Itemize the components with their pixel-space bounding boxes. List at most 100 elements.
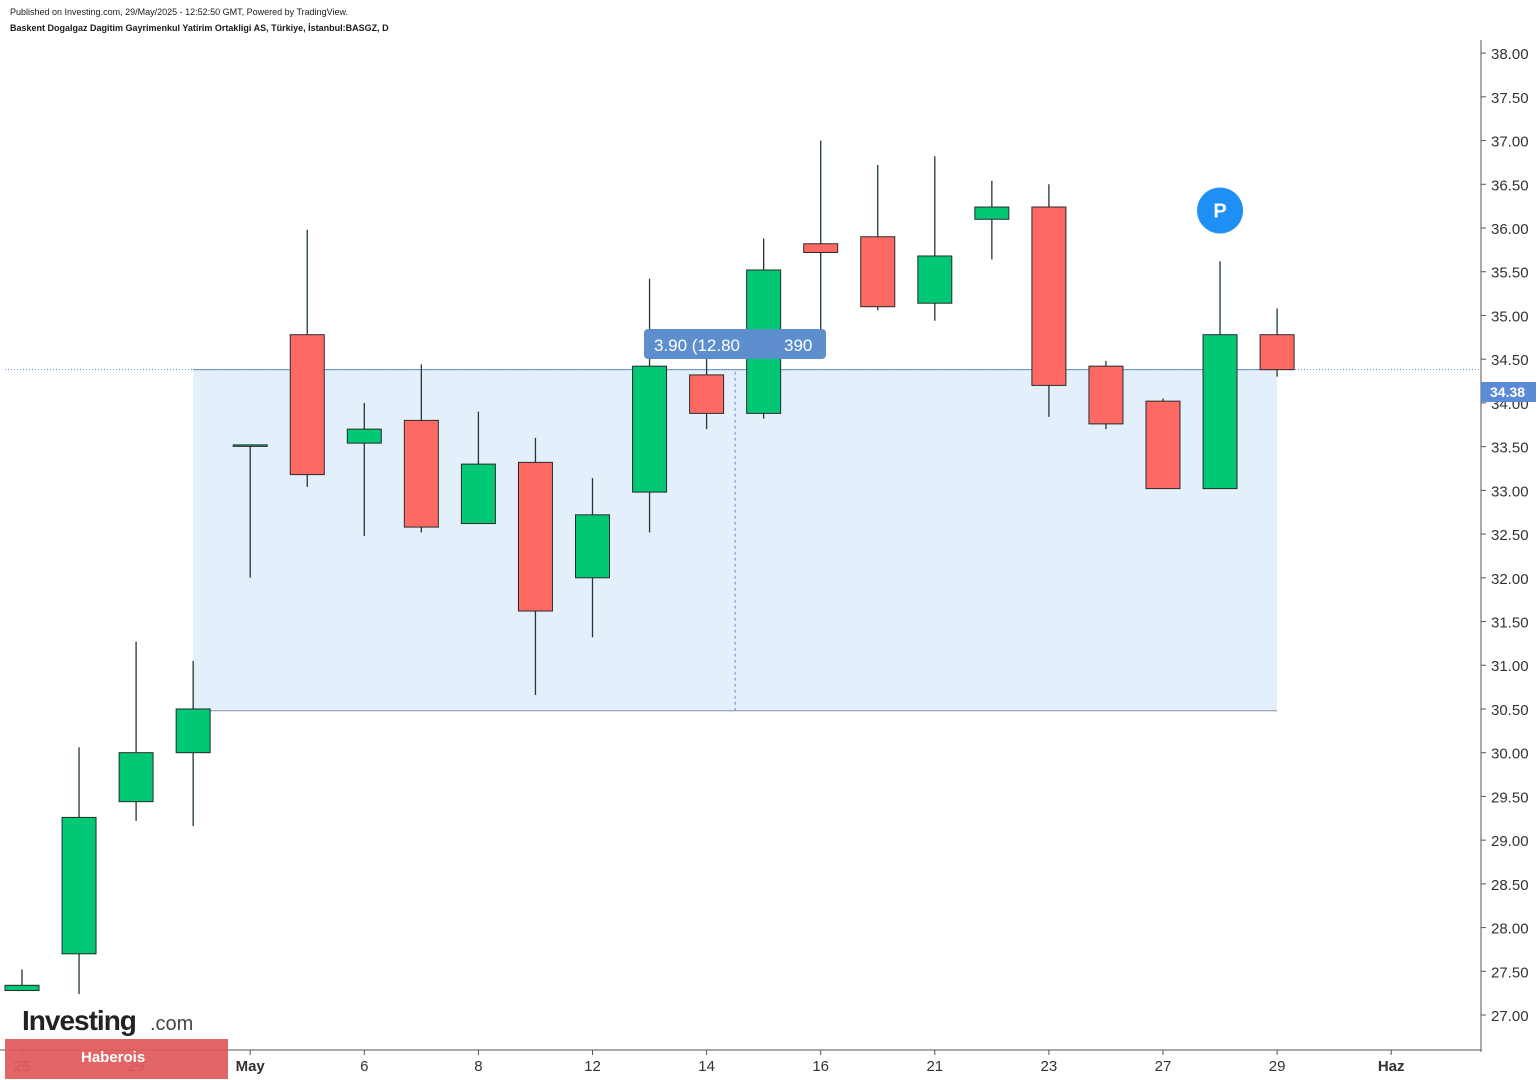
y-tick-label: 35.00 — [1491, 308, 1529, 325]
measure-label-tail: 390 — [784, 336, 812, 355]
x-tick-label: 21 — [926, 1058, 943, 1075]
candle — [689, 339, 725, 430]
candle-body — [1202, 334, 1238, 490]
badge-text: Haberois — [81, 1049, 145, 1066]
candle-body — [860, 236, 896, 308]
overlay-layer: P — [1197, 187, 1244, 234]
published-info: Published on Investing.com, 29/May/2025 … — [10, 7, 349, 17]
candle — [346, 402, 382, 536]
current-price-text: 34.38 — [1490, 384, 1525, 400]
candle-body — [175, 708, 211, 754]
y-tick-label: 31.50 — [1491, 615, 1529, 632]
logo-suffix: .com — [150, 1013, 193, 1035]
candle-body — [1259, 334, 1295, 371]
investing-logo: Investing .com — [22, 1005, 193, 1036]
y-tick-label: 37.00 — [1491, 134, 1529, 151]
y-tick-label: 36.50 — [1491, 177, 1529, 194]
y-tick-label: 30.00 — [1491, 746, 1529, 763]
candle-body — [917, 255, 953, 304]
y-tick-label: 32.50 — [1491, 527, 1529, 544]
candle — [632, 278, 668, 533]
candle — [289, 229, 325, 487]
y-tick-label: 30.50 — [1491, 702, 1529, 719]
candle-body — [803, 243, 839, 253]
y-tick-label: 31.00 — [1491, 658, 1529, 675]
candle-body — [403, 419, 439, 528]
y-tick-label: 33.50 — [1491, 440, 1529, 457]
candle — [1202, 261, 1238, 490]
y-tick-label: 36.00 — [1491, 221, 1529, 238]
candle — [4, 969, 40, 992]
candles-layer — [4, 140, 1295, 995]
candle — [860, 165, 896, 311]
candle — [1088, 360, 1124, 430]
candle-body — [575, 514, 610, 579]
candle — [746, 238, 782, 419]
haberois-badge: Haberois — [5, 1039, 228, 1079]
x-tick-label: 23 — [1041, 1058, 1058, 1075]
candle — [575, 478, 610, 638]
measure-label-box — [644, 329, 826, 359]
y-tick-label: 27.50 — [1491, 964, 1529, 981]
x-tick-label: 29 — [1269, 1058, 1286, 1075]
measure-label-text: 3.90 (12.80 — [654, 336, 740, 355]
candle — [460, 411, 496, 525]
candle-body — [1145, 400, 1181, 490]
candle-body — [61, 816, 97, 955]
candle-body — [1088, 365, 1124, 425]
candle — [61, 747, 97, 995]
candle — [803, 140, 839, 342]
y-tick-label: 34.50 — [1491, 352, 1529, 369]
candle — [1031, 184, 1067, 417]
candle — [1145, 398, 1181, 490]
candle-body — [460, 463, 496, 525]
candle — [118, 641, 154, 821]
price-range-layer — [5, 369, 1481, 712]
candle — [917, 156, 953, 321]
y-tick-label: 38.00 — [1491, 46, 1529, 63]
x-tick-label: 14 — [698, 1058, 715, 1075]
candle-body — [1031, 206, 1067, 386]
candle-body — [232, 444, 268, 447]
x-tick-label: 8 — [474, 1058, 482, 1075]
x-tick-label: 16 — [812, 1058, 829, 1075]
candle-body — [517, 461, 553, 612]
candle — [974, 180, 1010, 260]
current-price-box — [1481, 382, 1536, 402]
y-tick-label: 37.50 — [1491, 90, 1529, 107]
candle — [175, 660, 211, 827]
y-tick-label: 33.00 — [1491, 483, 1529, 500]
candle-body — [118, 752, 154, 803]
candle-body — [632, 365, 668, 493]
candle-body — [346, 428, 382, 444]
y-tick-label: 27.00 — [1491, 1008, 1529, 1025]
candle — [232, 444, 268, 578]
y-tick-label: 32.00 — [1491, 571, 1529, 588]
candle — [403, 364, 439, 533]
pattern-marker-icon[interactable] — [1197, 187, 1244, 234]
x-tick-label: Haz — [1378, 1058, 1405, 1075]
y-tick-label: 28.00 — [1491, 921, 1529, 938]
x-tick-label: 6 — [360, 1058, 368, 1075]
y-axis-ticks: 27.00 27.50 28.00 28.50 29.00 29.50 30.00 30.50… — [1481, 46, 1529, 1025]
pattern-marker-label: P — [1213, 201, 1226, 223]
symbol-title: Baskent Dogalgaz Dagitim Gayrimenkul Yat… — [10, 23, 389, 33]
measure-label: 3.90 (12.80 390 — [644, 329, 826, 359]
candle-body — [289, 334, 325, 476]
y-tick-label: 29.50 — [1491, 789, 1529, 806]
current-price-tag: 34.38 — [1481, 382, 1536, 402]
candle — [1259, 308, 1295, 377]
y-tick-label: 35.50 — [1491, 265, 1529, 282]
y-tick-label: 29.00 — [1491, 833, 1529, 850]
x-tick-label: May — [236, 1058, 266, 1075]
candle-body — [4, 984, 40, 992]
x-tick-label: 27 — [1155, 1058, 1172, 1075]
candle — [517, 437, 553, 695]
x-tick-label: 12 — [584, 1058, 601, 1075]
candle-body — [974, 206, 1010, 220]
y-tick-label: 28.50 — [1491, 877, 1529, 894]
badge-box — [5, 1039, 228, 1079]
logo-text: Investing — [22, 1005, 136, 1036]
